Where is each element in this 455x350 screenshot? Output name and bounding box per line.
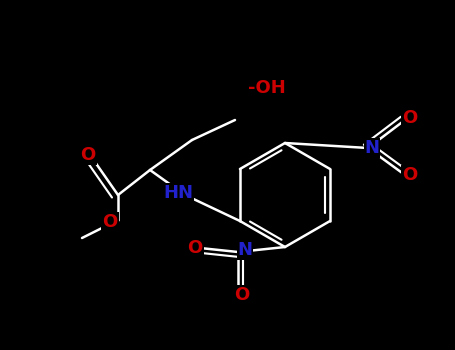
Text: O: O bbox=[234, 286, 250, 304]
Text: HN: HN bbox=[163, 184, 193, 202]
Text: -OH: -OH bbox=[248, 79, 286, 97]
Text: O: O bbox=[402, 109, 418, 127]
Text: O: O bbox=[187, 239, 202, 257]
Text: O: O bbox=[402, 166, 418, 184]
Text: N: N bbox=[364, 139, 379, 157]
Text: O: O bbox=[102, 213, 118, 231]
Text: N: N bbox=[238, 241, 253, 259]
Text: O: O bbox=[81, 146, 96, 164]
